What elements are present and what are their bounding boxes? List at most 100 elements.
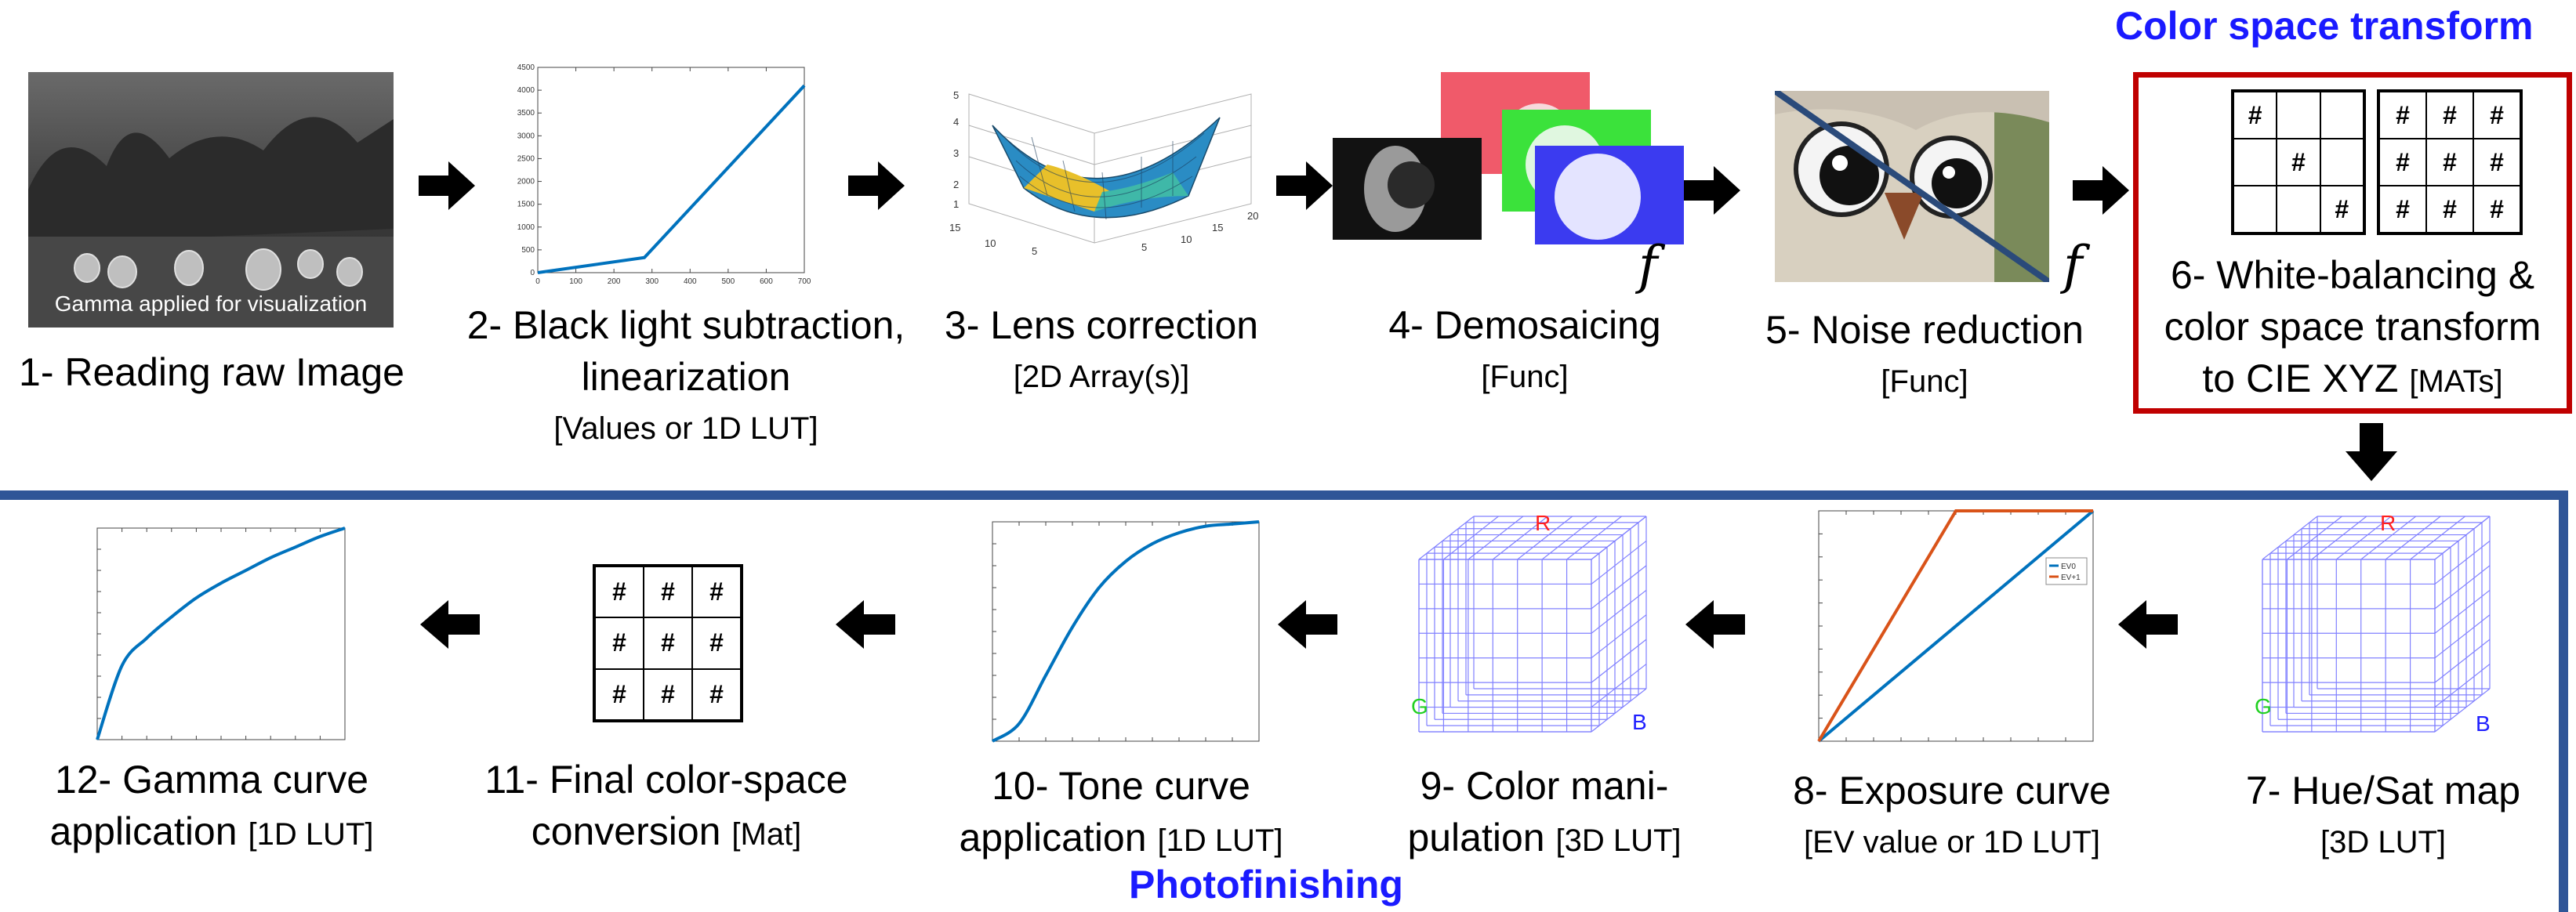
step-1-title: 1- Reading raw Image bbox=[19, 350, 405, 394]
lut-grid bbox=[1418, 516, 1647, 733]
step-10-sub: [1D LUT] bbox=[1157, 823, 1283, 858]
step-9-title: 9- Color mani- bbox=[1420, 764, 1669, 808]
white-balance-diagonal-matrix: # # # bbox=[2231, 89, 2366, 235]
lut-line bbox=[1591, 540, 1647, 584]
step-5-label: 5- Noise reduction [Func] bbox=[1740, 304, 2109, 407]
step-10-title: 10- Tone curve bbox=[992, 764, 1250, 808]
linearization-chart: 0 100 200 300 400 500 600 700 0 500 1000 1500 2000 25… bbox=[517, 63, 811, 286]
lut-line bbox=[2434, 614, 2491, 659]
matrix-cell: # bbox=[2379, 92, 2426, 139]
gamma-curve-chart bbox=[96, 527, 346, 740]
raw-image-thumbnail bbox=[28, 72, 394, 328]
matrix-cell: # bbox=[2277, 139, 2320, 186]
matrix-cell: # bbox=[2379, 139, 2426, 186]
matrix-cell: # bbox=[644, 566, 692, 618]
lut-line bbox=[1443, 516, 1499, 560]
arrow-right-icon bbox=[1276, 161, 1333, 210]
step-12-sub: [1D LUT] bbox=[248, 817, 374, 852]
matrix-cell: # bbox=[2426, 186, 2473, 233]
cube-r-label: R bbox=[1535, 511, 1551, 535]
lut-line bbox=[2434, 516, 2491, 560]
cube-b-label: B bbox=[1632, 710, 1647, 734]
matrix-cell: # bbox=[692, 566, 741, 618]
step-3-title: 3- Lens correction bbox=[944, 303, 1259, 347]
cube-g-label: G bbox=[1411, 694, 1428, 718]
svg-text:5: 5 bbox=[953, 89, 959, 101]
plot-area bbox=[537, 67, 805, 273]
photofinishing-frame bbox=[0, 490, 2568, 912]
legend-box bbox=[2045, 557, 2088, 585]
matrix-cell bbox=[2277, 186, 2320, 233]
matrix-cell: # bbox=[2473, 139, 2520, 186]
matrix-cell bbox=[2233, 139, 2277, 186]
matrix-cell bbox=[2320, 92, 2364, 139]
step-6-title-line3: to CIE XYZ bbox=[2202, 356, 2399, 400]
step-8-label: 8- Exposure curve [EV value or 1D LUT] bbox=[1772, 765, 2132, 868]
matrix-cell bbox=[2320, 139, 2364, 186]
svg-text:10: 10 bbox=[985, 237, 996, 249]
step-12-title-line2: application bbox=[49, 809, 238, 853]
lut-line bbox=[1591, 688, 1647, 733]
lut-line bbox=[2434, 565, 2491, 610]
raw-image-panel: Gamma applied for visualization bbox=[28, 72, 394, 328]
arrow-left-icon bbox=[2118, 600, 2178, 649]
x-tick-label: 0 bbox=[535, 277, 540, 286]
lut-line bbox=[2434, 589, 2491, 634]
lut-line bbox=[1591, 565, 1647, 610]
step-3-label: 3- Lens correction [2D Array(s)] bbox=[925, 299, 1278, 403]
svg-text:3: 3 bbox=[953, 147, 959, 159]
lut-line bbox=[2434, 540, 2491, 584]
y-tick-label: 1500 bbox=[517, 201, 535, 209]
step-8-title: 8- Exposure curve bbox=[1793, 769, 2111, 812]
step-7-label: 7- Hue/Sat map [3D LUT] bbox=[2219, 765, 2548, 868]
final-color-space-matrix: # # # # # # # # # bbox=[593, 564, 743, 722]
svg-text:5: 5 bbox=[1032, 245, 1037, 257]
lut-grid bbox=[2262, 516, 2491, 733]
arrow-left-icon bbox=[420, 600, 480, 649]
lut-line bbox=[1591, 516, 1647, 560]
demosaic-gray-tile bbox=[1333, 138, 1482, 240]
step-2-title-line2: linearization bbox=[581, 355, 791, 399]
hue-sat-3d-lut-cube bbox=[2262, 516, 2491, 733]
arrow-right-icon bbox=[1684, 166, 1740, 215]
svg-text:10: 10 bbox=[1181, 233, 1192, 245]
lut-line bbox=[2287, 516, 2342, 560]
lut-line bbox=[1492, 516, 1548, 560]
x-tick-label: 300 bbox=[645, 277, 659, 286]
series-line bbox=[537, 84, 806, 274]
tone-curve-chart bbox=[991, 520, 1260, 743]
arrow-left-icon bbox=[1685, 600, 1745, 649]
matrix-cell: # bbox=[2379, 186, 2426, 233]
y-tick-label: 2500 bbox=[517, 154, 535, 163]
y-tick-label: 4500 bbox=[517, 63, 535, 72]
step-6-label: 6- White-balancing & color space transfo… bbox=[2139, 249, 2567, 407]
lut-line bbox=[1517, 516, 1573, 560]
svg-text:15: 15 bbox=[1212, 222, 1223, 233]
cube-b-label: B bbox=[2476, 711, 2491, 736]
step-4-label: 4- Demosaicing [Func] bbox=[1348, 299, 1701, 403]
step-2-sub: [Values or 1D LUT] bbox=[553, 411, 818, 446]
matrix-cell: # bbox=[2320, 186, 2364, 233]
demosaic-blue-tile bbox=[1535, 146, 1684, 244]
matrix-cell: # bbox=[2473, 92, 2520, 139]
step-9-title-line2: pulation bbox=[1407, 816, 1545, 860]
matrix-cell: # bbox=[692, 617, 741, 669]
y-tick-label: 0 bbox=[530, 269, 535, 277]
matrix-cell: # bbox=[644, 668, 692, 720]
svg-text:1: 1 bbox=[953, 198, 959, 210]
arrow-right-icon bbox=[848, 161, 905, 210]
series-line bbox=[991, 520, 1260, 743]
lut-line bbox=[1418, 516, 1475, 560]
step-9-sub: [3D LUT] bbox=[1555, 823, 1682, 858]
demosaic-func-symbol: f bbox=[1638, 235, 1658, 295]
y-tick-label: 1000 bbox=[517, 223, 535, 232]
step-11-title-line2: conversion bbox=[531, 809, 721, 853]
step-4-sub: [Func] bbox=[1481, 360, 1569, 394]
step-11-label: 11- Final color-space conversion [Mat] bbox=[470, 754, 862, 860]
matrix-cell: # bbox=[644, 617, 692, 669]
legend-label: EV+1 bbox=[2061, 574, 2081, 582]
x-tick-label: 200 bbox=[608, 277, 621, 286]
y-tick-label: 3500 bbox=[517, 109, 535, 118]
cie-xyz-transform-matrix: # # # # # # # # # bbox=[2377, 89, 2523, 235]
step-6-sub: [MATs] bbox=[2409, 364, 2503, 399]
